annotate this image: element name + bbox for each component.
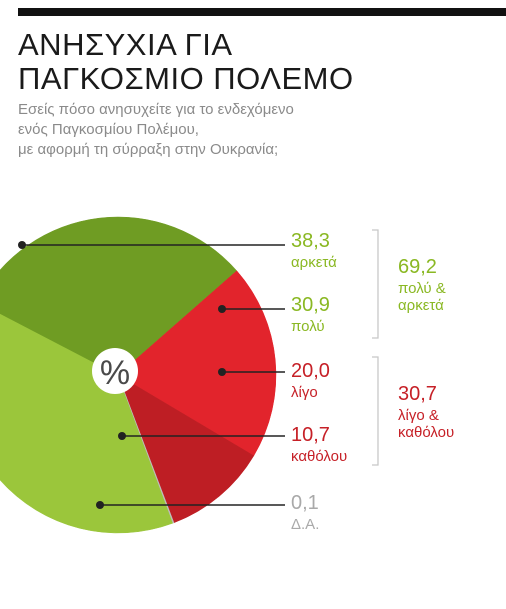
data-label-category: λίγο	[291, 384, 318, 401]
top-rule	[18, 8, 506, 16]
leader-dot	[96, 501, 104, 509]
group-total-value: 30,7	[398, 383, 437, 405]
data-label-category: πολύ	[291, 318, 325, 335]
title-line-2: ΠΑΓΚΟΣΜΙΟ ΠΟΛΕΜΟ	[18, 61, 354, 96]
group-bracket	[372, 229, 379, 339]
data-label-category: καθόλου	[291, 448, 347, 465]
chart-subtitle: Εσείς πόσο ανησυχείτε για το ενδεχόμενο …	[18, 100, 498, 160]
group-total-label: πολύ &	[398, 280, 446, 297]
subtitle-line-2: ενός Παγκοσμίου Πολέμου,	[18, 121, 199, 138]
data-label-value: 38,3	[291, 230, 330, 252]
pie-slice-poly	[0, 216, 238, 376]
pie-slice-katholou	[117, 374, 255, 524]
data-label-value: 10,7	[291, 424, 330, 446]
title-line-1: ΑΝΗΣΥΧΙΑ ΓΙΑ	[18, 27, 233, 62]
center-percent-label: %	[100, 354, 130, 392]
group-total-label: καθόλου	[398, 424, 454, 441]
data-label-value: 20,0	[291, 360, 330, 382]
pie-slice-da	[117, 374, 175, 524]
data-label-value: 30,9	[291, 294, 330, 316]
leader-dot	[118, 432, 126, 440]
data-label-category: Δ.Α.	[291, 516, 319, 533]
leader-dot	[18, 241, 26, 249]
pie-slices	[0, 216, 277, 534]
pie-slice-arketa	[0, 313, 174, 534]
leader-dot	[218, 368, 226, 376]
subtitle-line-3: με αφορμή τη σύρραξη στην Ουκρανία;	[18, 141, 279, 158]
group-bracket	[372, 356, 379, 466]
data-label-value: 0,1	[291, 492, 319, 514]
group-total-value: 69,2	[398, 256, 437, 278]
center-percent-badge	[92, 348, 138, 394]
chart-title: ΑΝΗΣΥΧΙΑ ΓΙΑ ΠΑΓΚΟΣΜΙΟ ΠΟΛΕΜΟ	[18, 28, 498, 96]
pie-slice-ligo	[117, 270, 277, 457]
subtitle-line-1: Εσείς πόσο ανησυχείτε για το ενδεχόμενο	[18, 101, 294, 118]
leader-dot	[218, 305, 226, 313]
data-label-category: αρκετά	[291, 254, 337, 271]
group-total-label: λίγο &	[398, 407, 439, 424]
group-total-label: αρκετά	[398, 297, 444, 314]
